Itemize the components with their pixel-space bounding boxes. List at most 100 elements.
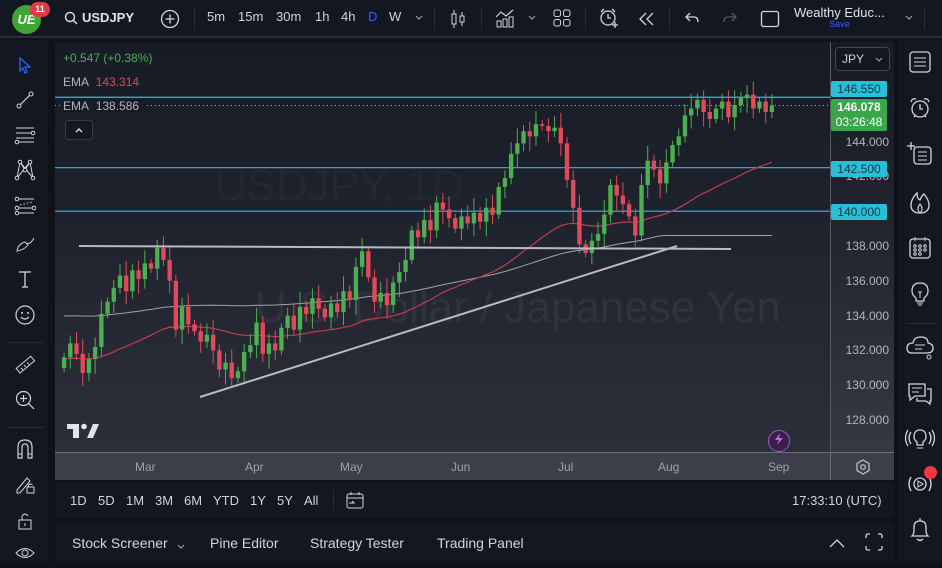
interval-1h[interactable]: 1h <box>315 9 330 24</box>
ema-fast-legend[interactable]: EMA 143.314 <box>63 75 140 89</box>
watermark-symbol: USDJPY, 1D <box>215 161 464 210</box>
ideas-button[interactable] <box>906 281 934 312</box>
emoji-tool[interactable] <box>12 304 38 330</box>
add-list-icon <box>907 141 933 172</box>
tab-pine-editor[interactable]: Pine Editor <box>210 535 279 551</box>
text-tool[interactable] <box>12 268 38 294</box>
live-stream-icon <box>905 471 935 502</box>
divider <box>669 8 670 30</box>
lightning-icon <box>774 432 784 450</box>
fib-tool[interactable] <box>12 124 38 150</box>
chevron-up-icon <box>74 121 84 139</box>
alert-clock-icon[interactable] <box>598 7 620 29</box>
ema-slow-legend[interactable]: EMA 138.586 <box>63 99 146 113</box>
notifications-button[interactable] <box>906 517 934 546</box>
candles-chart-type-icon[interactable] <box>449 9 467 29</box>
magnet-tool[interactable] <box>12 438 38 464</box>
streams-button[interactable] <box>905 466 937 502</box>
date-range-bar: 1D 5D 1M 3M 6M YTD 1Y 5Y All 17:33:10 (U… <box>55 482 894 518</box>
chevron-down-icon[interactable] <box>414 14 424 22</box>
layout-name-button[interactable]: Wealthy Educ... Save <box>794 5 885 29</box>
compare-add-icon[interactable] <box>160 9 180 29</box>
lock-drawings-tool[interactable] <box>12 473 38 499</box>
range-all[interactable]: All <box>304 493 319 508</box>
interval-4h[interactable]: 4h <box>341 9 356 24</box>
range-3m[interactable]: 3M <box>155 493 174 508</box>
range-5y[interactable]: 5Y <box>277 493 293 508</box>
top-toolbar: UE 11 USDJPY 5m 15m 30m 1h 4h D W <box>0 0 942 38</box>
brush-icon <box>14 233 36 258</box>
chats-button[interactable] <box>906 382 934 410</box>
chevron-down-icon[interactable] <box>176 538 186 556</box>
range-1d[interactable]: 1D <box>70 493 87 508</box>
hide-tool[interactable] <box>12 542 38 568</box>
range-6m[interactable]: 6M <box>184 493 203 508</box>
measure-tool[interactable] <box>12 354 38 380</box>
divider <box>585 8 586 30</box>
utc-clock[interactable]: 17:33:10 (UTC) <box>792 493 882 508</box>
symbol-search[interactable]: USDJPY <box>64 10 134 25</box>
lock-all-tool[interactable] <box>12 510 38 536</box>
divider <box>194 8 195 30</box>
zoom-in-tool[interactable] <box>12 389 38 415</box>
fullscreen-square-icon[interactable] <box>760 10 780 28</box>
chart-settings-button[interactable] <box>830 452 894 480</box>
price-tick: 138.000 <box>845 239 889 253</box>
horizontal-lines-icon <box>14 125 36 150</box>
hotlists-button[interactable] <box>906 190 934 218</box>
go-to-date-icon[interactable] <box>345 490 365 515</box>
chevron-down-icon[interactable] <box>527 14 537 22</box>
trendline-tool[interactable] <box>12 89 38 115</box>
time-label: Jun <box>451 460 471 474</box>
forecast-lines-icon <box>14 196 37 221</box>
interval-15m[interactable]: 15m <box>238 9 264 24</box>
indicators-icon[interactable] <box>495 8 515 28</box>
tab-stock-screener[interactable]: Stock Screener <box>72 535 168 551</box>
alerts-button[interactable] <box>906 96 934 124</box>
pattern-tool[interactable] <box>12 159 38 185</box>
divider <box>333 490 334 510</box>
currency-select[interactable]: JPY <box>835 47 890 71</box>
layout-grid-icon[interactable] <box>553 9 571 27</box>
ema-slow-value: 138.586 <box>95 99 140 113</box>
interval-w[interactable]: W <box>389 9 402 24</box>
tab-strategy-tester[interactable]: Strategy Tester <box>310 535 404 551</box>
forecast-tool[interactable] <box>12 195 38 221</box>
flash-news-button[interactable] <box>768 430 790 452</box>
chevron-down-icon <box>875 52 883 66</box>
tab-trading-panel[interactable]: Trading Panel <box>437 535 524 551</box>
minds-button[interactable] <box>906 335 934 364</box>
tradingview-logo[interactable] <box>66 422 100 445</box>
collapse-legend-button[interactable] <box>65 120 93 140</box>
range-ytd[interactable]: YTD <box>213 493 239 508</box>
interval-5m[interactable]: 5m <box>207 9 226 24</box>
cursor-tool[interactable] <box>12 54 38 80</box>
candlestick-chart: USDJPY, 1D U.S. Dollar / Japanese Yen <box>55 81 830 398</box>
object-tree-button[interactable] <box>906 141 934 172</box>
interval-30m[interactable]: 30m <box>276 9 302 24</box>
chart-pane[interactable]: USDJPY, 1D U.S. Dollar / Japanese Yen +0… <box>55 42 830 452</box>
save-link[interactable]: Save <box>829 19 850 29</box>
range-1m[interactable]: 1M <box>126 493 145 508</box>
undo-icon[interactable] <box>684 11 700 25</box>
maximize-panel-icon[interactable] <box>865 533 883 556</box>
replay-icon[interactable] <box>638 11 656 27</box>
alarm-clock-icon <box>908 96 932 125</box>
range-5d[interactable]: 5D <box>98 493 115 508</box>
text-t-icon <box>16 269 34 294</box>
interval-d-active[interactable]: D <box>368 9 378 24</box>
broadcast-bulb-icon <box>904 427 936 458</box>
tech-ideas-stream-button[interactable] <box>904 427 936 458</box>
lightbulb-icon <box>909 281 931 312</box>
brush-tool[interactable] <box>12 232 38 258</box>
redo-icon[interactable] <box>722 11 738 25</box>
cursor-arrow-icon <box>17 56 33 79</box>
price-axis[interactable]: JPY 144.000142.000138.000136.000134.0001… <box>830 42 894 452</box>
collapse-panel-chevron-up-icon[interactable] <box>828 536 846 554</box>
chevron-down-icon[interactable] <box>904 14 914 22</box>
watchlist-button[interactable] <box>906 50 934 78</box>
watermark-description: U.S. Dollar / Japanese Yen <box>255 283 781 332</box>
range-1y[interactable]: 1Y <box>250 493 266 508</box>
calendar-button[interactable] <box>906 236 934 264</box>
time-axis[interactable]: Mar Apr May Jun Jul Aug Sep <box>55 452 830 480</box>
